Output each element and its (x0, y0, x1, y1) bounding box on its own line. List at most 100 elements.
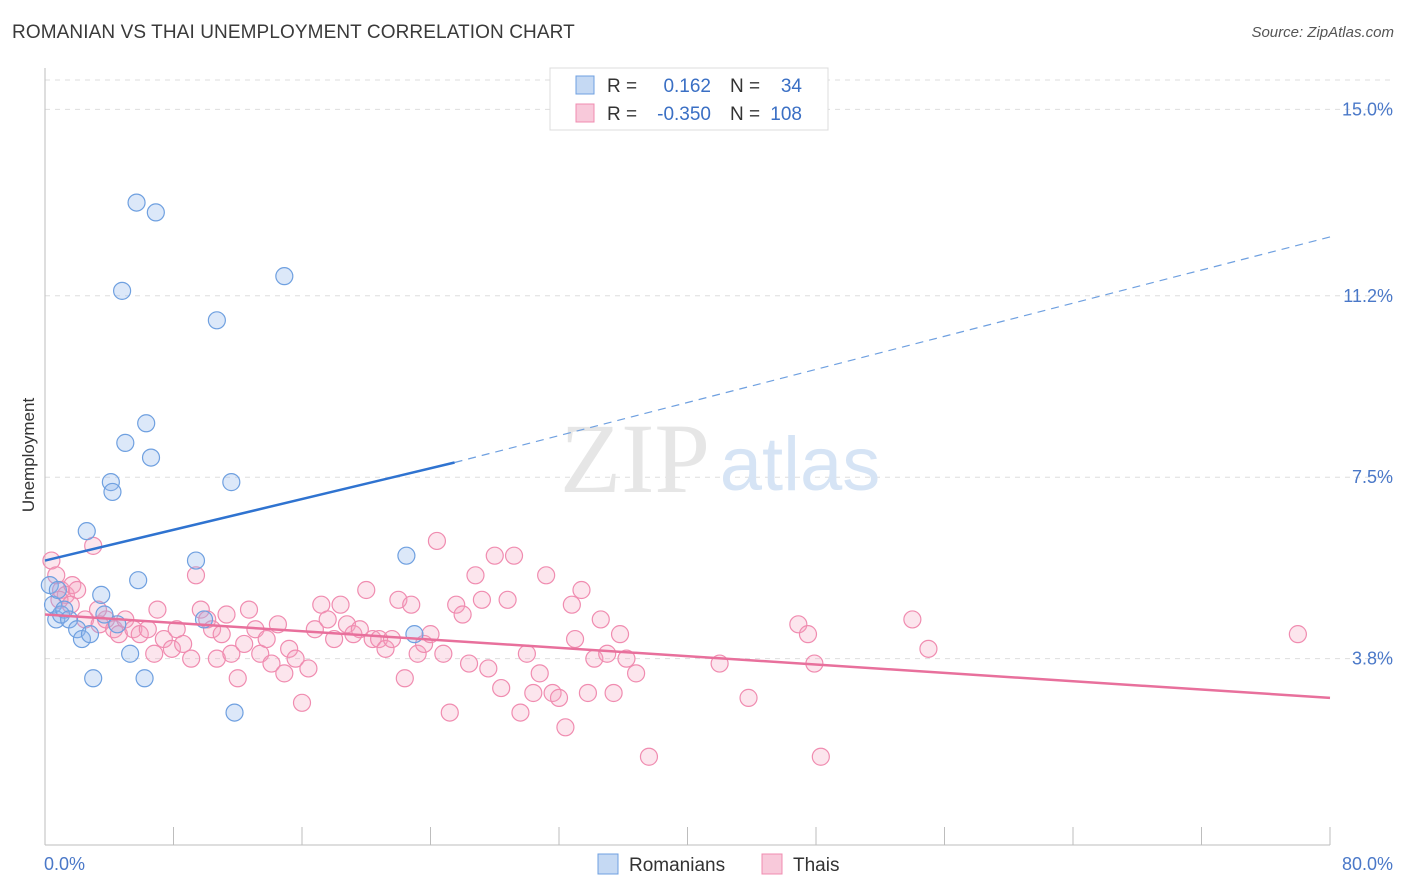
data-point-thais (811, 747, 830, 766)
data-point-thais (280, 639, 299, 658)
data-point-thais (217, 605, 236, 624)
y-tick-label: 15.0% (1342, 99, 1393, 119)
data-point-romanians (275, 267, 294, 286)
data-point-romanians (55, 600, 74, 619)
data-point-thais (148, 600, 167, 619)
trend-line-romanians (44, 461, 455, 562)
data-point-thais (318, 610, 337, 629)
data-point-thais (453, 605, 472, 624)
x-tick-label-right: 80.0% (1342, 854, 1393, 874)
data-point-thais (395, 669, 414, 688)
data-point-thais (789, 615, 808, 634)
data-point-thais (610, 625, 630, 644)
data-point-thais (617, 649, 636, 668)
data-point-thais (440, 703, 459, 722)
trend-line-thais (44, 613, 1331, 700)
data-point-thais (578, 683, 598, 703)
grid-lines (45, 79, 1395, 660)
data-point-thais (903, 610, 922, 629)
data-point-romanians (48, 580, 67, 600)
data-point-thais (466, 566, 485, 585)
legend-r-value-2: -0.350 (657, 104, 711, 125)
data-point-thais (292, 693, 312, 712)
data-point-thais (517, 644, 536, 663)
data-point-thais (427, 531, 447, 551)
data-point-thais (357, 580, 376, 600)
data-point-thais (222, 644, 241, 663)
data-point-thais (565, 629, 585, 649)
data-point-thais (408, 644, 427, 663)
data-point-thais (598, 644, 617, 663)
data-point-thais (382, 629, 402, 649)
legend-r-value-1: 0.162 (663, 76, 711, 97)
legend-n-value-1: 34 (781, 76, 803, 97)
data-point-thais (472, 590, 491, 609)
data-point-thais (530, 664, 549, 683)
data-point-romanians (103, 482, 122, 502)
data-point-romanians (80, 625, 100, 644)
data-point-romanians (207, 311, 226, 330)
data-point-thais (191, 600, 210, 619)
data-point-thais (604, 683, 623, 703)
y-tick-label: 7.5% (1352, 467, 1393, 487)
data-point-thais (504, 546, 524, 565)
data-point-thais (186, 566, 206, 585)
data-point-thais (492, 678, 511, 698)
series-romanians (40, 193, 424, 722)
data-point-thais (207, 649, 226, 668)
watermark-atlas: atlas (720, 422, 881, 507)
data-point-thais (919, 639, 938, 658)
data-point-romanians (397, 546, 416, 565)
data-point-thais (331, 595, 350, 614)
data-point-thais (47, 566, 66, 585)
source-label: Source: ZipAtlas.com (1251, 24, 1394, 41)
data-point-thais (485, 546, 504, 565)
data-point-thais (434, 644, 453, 663)
data-point-thais (402, 595, 421, 614)
data-point-romanians (77, 522, 96, 541)
y-tick-label: 11.2% (1343, 286, 1393, 306)
bottom-legend-label-thais: Thais (793, 855, 839, 876)
bottom-legend: Romanians Thais (597, 853, 839, 876)
data-point-thais (459, 654, 479, 673)
data-point-thais (1288, 625, 1307, 644)
data-point-thais (524, 683, 543, 703)
data-point-thais (639, 747, 659, 766)
chart-title: ROMANIAN VS THAI UNEMPLOYMENT CORRELATIO… (12, 22, 575, 43)
bottom-legend-label-romanians: Romanians (629, 855, 725, 876)
trend-lines (44, 236, 1331, 700)
data-point-romanians (137, 414, 156, 433)
legend-n-label-2: N = (730, 104, 760, 125)
y-tick-labels: 15.0% 11.2% 7.5% 3.8% (1342, 99, 1393, 668)
legend-n-value-2: 108 (770, 104, 802, 125)
data-point-thais (262, 654, 281, 673)
data-point-romanians (112, 281, 132, 300)
data-point-romanians (135, 669, 154, 688)
data-point-romanians (116, 433, 135, 452)
data-point-thais (498, 590, 517, 609)
data-point-thais (182, 649, 201, 668)
legend-r-label-2: R = (607, 104, 637, 125)
y-axis-title: Unemployment (19, 398, 38, 513)
legend-swatch-romanians (575, 75, 595, 95)
data-point-thais (138, 620, 157, 639)
data-point-thais (286, 649, 305, 668)
data-point-thais (257, 629, 276, 649)
data-point-thais (212, 625, 231, 644)
data-point-romanians (84, 669, 103, 688)
data-point-thais (299, 659, 318, 678)
data-point-thais (42, 551, 61, 570)
data-point-romanians (127, 193, 146, 212)
data-point-thais (537, 566, 556, 585)
data-point-romanians (141, 448, 161, 467)
data-point-thais (511, 703, 530, 722)
series-thais (42, 531, 1307, 766)
legend-n-label-1: N = (730, 76, 760, 97)
data-point-thais (376, 639, 395, 658)
data-point-thais (275, 664, 294, 683)
data-point-romanians (222, 473, 241, 492)
data-point-thais (162, 639, 181, 658)
legend-swatch-thais (575, 103, 595, 123)
watermark-zip: ZIP (560, 403, 710, 514)
